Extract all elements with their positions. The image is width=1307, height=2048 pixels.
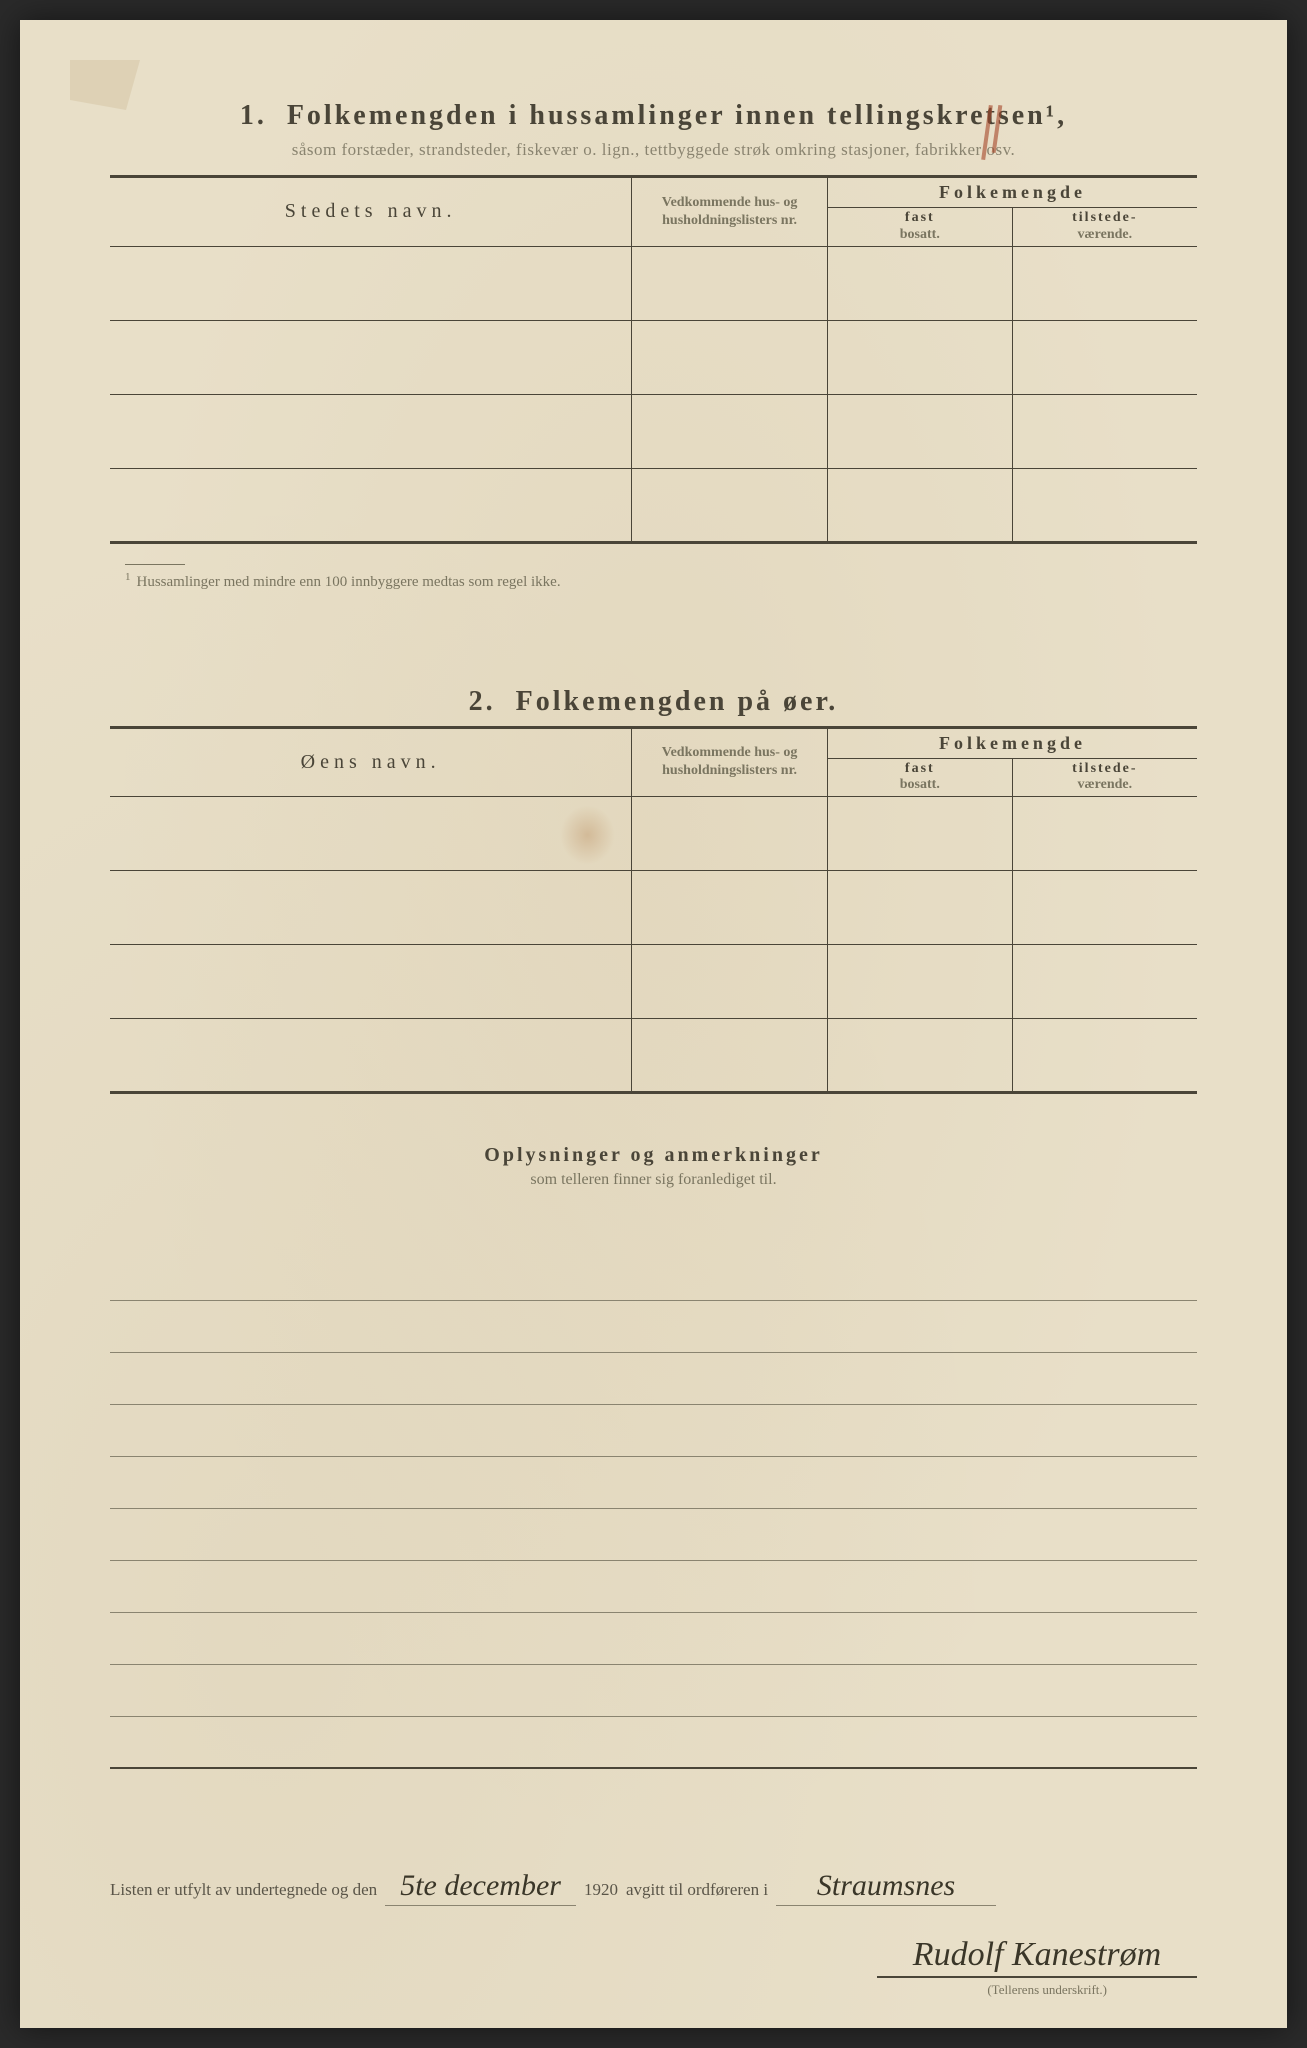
signature-block: Listen er utfylt av undertegnede og den … bbox=[110, 1869, 1197, 1998]
table-row bbox=[110, 797, 1197, 871]
table-row bbox=[110, 394, 1197, 468]
notes-title: Oplysninger og anmerkninger bbox=[110, 1144, 1197, 1167]
section1-subtitle: såsom forstæder, strandsteder, fiskevær … bbox=[110, 140, 1197, 160]
table-row bbox=[110, 871, 1197, 945]
col-header-fast: fastbosatt. bbox=[827, 758, 1012, 797]
col-header-name: Øens navn. bbox=[110, 727, 632, 797]
table-row bbox=[110, 945, 1197, 1019]
section1-number: 1. bbox=[240, 100, 267, 131]
notes-heading: Oplysninger og anmerkninger som telleren… bbox=[110, 1144, 1197, 1189]
col-header-name: Stedets navn. bbox=[110, 177, 632, 247]
section2-title-text: Folkemengden på øer. bbox=[516, 686, 839, 717]
signature-name: Rudolf Kanestrøm bbox=[877, 1936, 1197, 1978]
section2-title: 2. Folkemengden på øer. bbox=[110, 686, 1197, 718]
table-row bbox=[110, 246, 1197, 320]
table-row bbox=[110, 320, 1197, 394]
col-header-tilstede: tilstede-værende. bbox=[1012, 208, 1197, 247]
date-handwritten: 5te december bbox=[385, 1869, 576, 1906]
col-header-list: Vedkommende hus- og husholdningslisters … bbox=[632, 727, 828, 797]
signature-text1: Listen er utfylt av undertegnede og den bbox=[110, 1880, 377, 1900]
table-row bbox=[110, 468, 1197, 542]
signature-caption: (Tellerens underskrift.) bbox=[110, 1982, 1197, 1998]
place-handwritten: Straumsnes bbox=[776, 1869, 996, 1906]
census-form-page: 1. Folkemengden i hussamlinger innen tell… bbox=[20, 20, 1287, 2028]
col-header-list: Vedkommende hus- og husholdningslisters … bbox=[632, 177, 828, 247]
col-header-fast: fastbosatt. bbox=[827, 208, 1012, 247]
signature-year: 1920 bbox=[584, 1880, 618, 1900]
section2-table: Øens navn. Vedkommende hus- og husholdni… bbox=[110, 726, 1197, 1095]
notes-ruled-area bbox=[110, 1249, 1197, 1769]
section1-table: Stedets navn. Vedkommende hus- og hushol… bbox=[110, 175, 1197, 544]
section1-title-text: Folkemengden i hussamlinger innen tellin… bbox=[287, 100, 1067, 131]
signature-text2: avgitt til ordføreren i bbox=[626, 1880, 768, 1900]
col-header-folkemengde: Folkemengde bbox=[827, 177, 1197, 208]
section1-title: 1. Folkemengden i hussamlinger innen tell… bbox=[110, 100, 1197, 132]
notes-subtitle: som telleren finner sig foranlediget til… bbox=[110, 1171, 1197, 1189]
section1-footnote: 1Hussamlinger med mindre enn 100 innbygg… bbox=[110, 564, 1197, 591]
col-header-folkemengde: Folkemengde bbox=[827, 727, 1197, 758]
section2-number: 2. bbox=[469, 686, 496, 717]
col-header-tilstede: tilstede-værende. bbox=[1012, 758, 1197, 797]
table-row bbox=[110, 1019, 1197, 1093]
